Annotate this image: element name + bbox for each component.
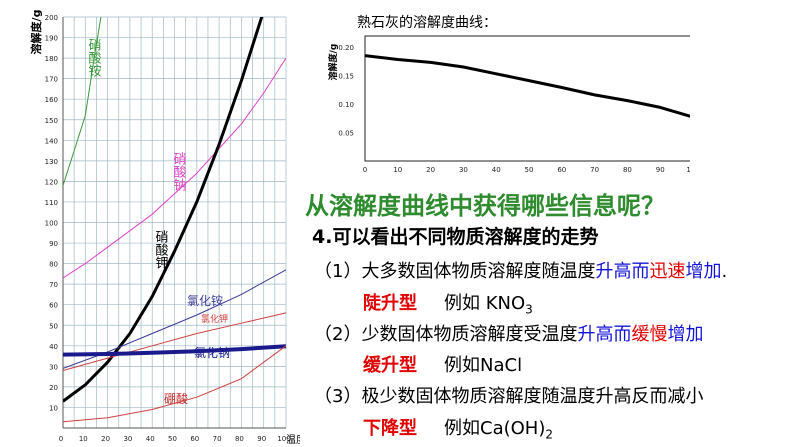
x-tick-label: 90 bbox=[656, 166, 665, 174]
example-1-text: 例如 KNO bbox=[444, 293, 526, 314]
series-line-氯化钾 bbox=[63, 312, 287, 371]
y-tick-label: 40 bbox=[49, 343, 58, 351]
y-tick-label: 180 bbox=[45, 55, 58, 63]
x-tick-label: 60 bbox=[557, 166, 566, 174]
series-line-硝酸钾 bbox=[63, 17, 264, 403]
x-tick-label: 70 bbox=[213, 435, 222, 443]
x-tick-label: 90 bbox=[257, 435, 266, 443]
y-tick-label: 0.15 bbox=[338, 73, 354, 81]
series-line-硝酸钠 bbox=[63, 57, 287, 279]
series-label: 氯化铵 bbox=[187, 293, 223, 308]
example-1: 例如 KNO3 bbox=[444, 289, 533, 317]
statement-2-increase: 增加 bbox=[667, 324, 704, 345]
x-axis-title: 温度/℃ bbox=[286, 433, 300, 446]
slaked-lime-chart: 熟石灰的溶解度曲线： 0 10 20 30 40 50 60 70 80 90 100 0.05 0.10… bbox=[327, 15, 690, 174]
statement-1-start: （1）大多数固体物质溶解度随温度 bbox=[314, 261, 596, 282]
statement-1-period: . bbox=[721, 261, 728, 282]
series-label: 氯化钠 bbox=[194, 345, 230, 360]
x-tick-label: 40 bbox=[146, 435, 155, 443]
x-tick-label: 10 bbox=[79, 435, 88, 443]
series-label: 硝酸铵 bbox=[86, 38, 102, 77]
example-3-subscript: 2 bbox=[545, 427, 553, 442]
y-tick-label: 190 bbox=[45, 35, 58, 43]
series-line-硼酸 bbox=[63, 345, 287, 423]
main-question-title: 从溶解度曲线中获得哪些信息呢？ bbox=[305, 192, 665, 220]
x-tick-label: 30 bbox=[123, 435, 132, 443]
y-tick-label: 170 bbox=[45, 76, 58, 84]
y-tick-label: 140 bbox=[45, 137, 58, 145]
x-tick-label: 60 bbox=[190, 435, 199, 443]
x-tick-label: 50 bbox=[168, 435, 177, 443]
y-axis-title: 溶解度/g bbox=[327, 44, 339, 81]
x-tick-label: 40 bbox=[492, 166, 501, 174]
series-line-氯化钠 bbox=[63, 344, 287, 357]
y-tick-label: 0.10 bbox=[338, 101, 354, 109]
example-3-text: 例如Ca(OH) bbox=[444, 418, 546, 439]
y-tick-label: 70 bbox=[49, 281, 58, 289]
y-tick-label: 0.05 bbox=[338, 130, 354, 138]
y-tick-label: 100 bbox=[45, 220, 58, 228]
series-label: 硝酸钾 bbox=[153, 230, 169, 269]
y-tick-label: 200 bbox=[45, 14, 58, 22]
point-4-title: 4.可以看出不同物质溶解度的走势 bbox=[312, 226, 599, 248]
statement-3: （3）极少数固体物质溶解度随温度升高反而减小 bbox=[314, 386, 704, 407]
x-tick-label: 100 bbox=[686, 166, 690, 174]
y-tick-label: 80 bbox=[49, 261, 58, 269]
type-steep-rise: 陡升型 bbox=[363, 293, 417, 314]
x-tick-label: 70 bbox=[590, 166, 599, 174]
statement-1-fast: 迅速 bbox=[649, 261, 686, 282]
example-1-subscript: 3 bbox=[525, 302, 533, 317]
x-tick-label: 20 bbox=[101, 435, 110, 443]
x-tick-label: 0 bbox=[59, 435, 63, 443]
y-tick-label: 110 bbox=[45, 199, 58, 207]
plot-frame bbox=[364, 35, 690, 162]
y-tick-label: 10 bbox=[49, 404, 58, 412]
x-tick-label: 80 bbox=[235, 435, 244, 443]
x-tick-label: 50 bbox=[525, 166, 534, 174]
x-tick-label: 100 bbox=[277, 435, 290, 443]
x-tick-label: 0 bbox=[363, 166, 367, 174]
chart-title: 熟石灰的溶解度曲线： bbox=[357, 15, 497, 31]
x-tick-label: 80 bbox=[623, 166, 632, 174]
y-tick-label: 150 bbox=[45, 117, 58, 125]
y-tick-label: 20 bbox=[49, 384, 58, 392]
series-line-slaked-lime bbox=[364, 54, 690, 118]
x-tick-label: 30 bbox=[459, 166, 468, 174]
y-tick-label: 120 bbox=[45, 178, 58, 186]
statement-2: （2）少数固体物质溶解度受温度升高而缓慢增加 bbox=[314, 320, 703, 346]
y-tick-label: 60 bbox=[49, 302, 58, 310]
y-axis-title: 溶解度/g bbox=[29, 10, 43, 55]
y-tick-label: 130 bbox=[45, 158, 58, 166]
x-tick-label: 10 bbox=[393, 166, 402, 174]
series-label: 氯化钾 bbox=[201, 313, 228, 325]
y-tick-label: 30 bbox=[49, 363, 58, 371]
statement-2-start: （2）少数固体物质溶解度受温度 bbox=[314, 324, 578, 345]
y-tick-label: 90 bbox=[49, 240, 58, 248]
statement-1-increase: 增加 bbox=[685, 261, 722, 282]
series-label: 硝酸钠 bbox=[171, 152, 187, 192]
statement-1: （1）大多数固体物质溶解度随温度升高而迅速增加. bbox=[314, 257, 727, 283]
statement-1-rise: 升高而 bbox=[595, 261, 650, 282]
solubility-chart: 0 10 20 30 40 50 60 70 80 90 100 10 20 30 40 50 60 70 80 90… bbox=[0, 0, 300, 447]
y-tick-label: 50 bbox=[49, 322, 58, 330]
series-label: 硼酸 bbox=[164, 391, 188, 406]
example-2: 例如NaCl bbox=[444, 355, 523, 376]
statement-2-rise: 升高而 bbox=[577, 324, 632, 345]
example-3: 例如Ca(OH)2 bbox=[444, 414, 553, 442]
series-line-硝酸铵 bbox=[63, 17, 102, 186]
y-tick-label: 160 bbox=[45, 96, 58, 104]
y-tick-label: 0.20 bbox=[338, 44, 354, 52]
y-axis-panel bbox=[0, 0, 62, 447]
type-decline: 下降型 bbox=[363, 418, 417, 439]
x-tick-label: 20 bbox=[426, 166, 435, 174]
statement-2-slow: 缓慢 bbox=[631, 324, 668, 345]
type-slow-rise: 缓升型 bbox=[363, 355, 417, 376]
